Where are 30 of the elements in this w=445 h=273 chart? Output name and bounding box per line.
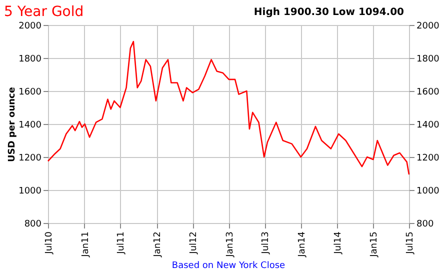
x-tick-label: Jan12: [153, 232, 164, 258]
text: Based on New York Close: [172, 261, 286, 271]
x-tick-label: Jan14: [298, 231, 308, 258]
chart-subtitle: High 1900.30 Low 1094.00: [254, 7, 404, 18]
x-tick-label: Jan11: [80, 232, 91, 258]
y-tick-label: 2000: [18, 22, 42, 32]
x-tick-label: Jul15: [406, 232, 416, 255]
x-tick-label: Jul14: [333, 231, 344, 255]
y-tick-label: 1200: [18, 154, 42, 164]
x-tick-label: Jul11: [116, 232, 127, 255]
line-series: [47, 40, 410, 176]
y-tick-label: 1000: [18, 186, 42, 196]
y2-tick-label: 1400: [416, 120, 440, 130]
chart-title: 5 Year Gold: [4, 4, 84, 20]
x-tick-label: Jan13: [225, 232, 236, 258]
x-tick-label: Jul12: [189, 232, 200, 255]
y2-tick-label: 800: [416, 220, 434, 230]
y-tick-label: 1600: [18, 88, 42, 98]
y-tick-label: 1800: [18, 54, 42, 64]
y-axis-title: USD per ounce: [8, 87, 18, 162]
y-tick-label: 1400: [18, 120, 42, 130]
y2-tick-label: 2000: [416, 22, 440, 32]
y-tick-label: 800: [24, 220, 42, 230]
x-tick-label: Jan15: [370, 232, 380, 258]
y2-tick-label: 1000: [416, 186, 440, 196]
y2-tick-label: 1800: [416, 54, 440, 64]
y2-tick-label: 1200: [416, 154, 440, 164]
x-tick-label: Jul10: [44, 231, 54, 255]
y2-tick-label: 1600: [416, 88, 440, 98]
x-tick-label: Jul13: [261, 232, 272, 255]
